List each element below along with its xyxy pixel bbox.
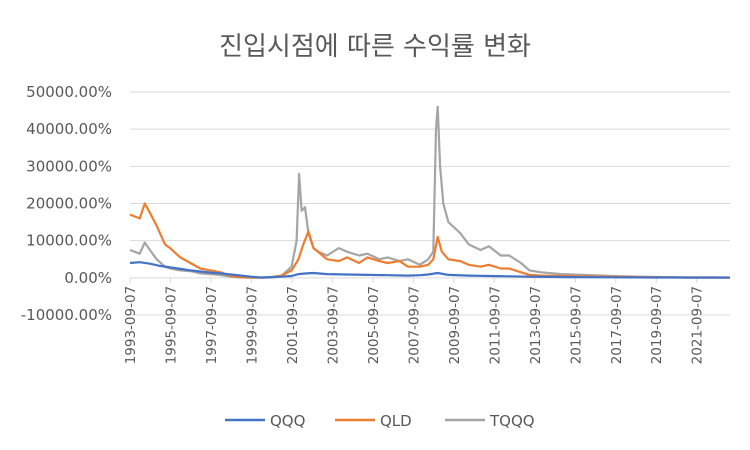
legend: QQQ QLD TQQQ bbox=[225, 412, 535, 430]
x-tick-label: 2013-09-07 bbox=[528, 286, 544, 364]
y-tick-label: 10000.00% bbox=[26, 232, 112, 250]
y-tick-label: -10000.00% bbox=[21, 306, 112, 324]
series-line-tqqq bbox=[129, 105, 730, 279]
x-tick-label: 2011-09-07 bbox=[487, 286, 503, 364]
y-tick-label: 30000.00% bbox=[26, 157, 112, 175]
x-tick-label: 2021-09-07 bbox=[690, 286, 706, 364]
legend-label-tqqq: TQQQ bbox=[489, 412, 535, 430]
x-axis-ticks: 1993-09-07 1995-09-07 1997-09-07 1999-09-07… bbox=[123, 277, 706, 364]
series-lines bbox=[129, 105, 731, 279]
x-tick-label: 1997-09-07 bbox=[204, 286, 220, 364]
series-line-qqq bbox=[129, 261, 731, 279]
x-tick-label: 1993-09-07 bbox=[123, 286, 139, 364]
x-tick-label: 2001-09-07 bbox=[285, 286, 301, 364]
x-tick-label: 2003-09-07 bbox=[325, 286, 341, 364]
y-tick-label: 40000.00% bbox=[26, 120, 112, 138]
x-tick-label: 2017-09-07 bbox=[609, 286, 625, 364]
grid-lines bbox=[130, 91, 730, 316]
x-tick-label: 2007-09-07 bbox=[406, 286, 422, 364]
series-line-qld bbox=[129, 202, 731, 279]
x-tick-label: 2019-09-07 bbox=[649, 286, 665, 364]
x-tick-label: 2015-09-07 bbox=[568, 286, 584, 364]
legend-label-qqq: QQQ bbox=[270, 412, 305, 430]
y-tick-label: 0.00% bbox=[64, 269, 112, 287]
x-tick-label: 1999-09-07 bbox=[244, 286, 260, 364]
y-tick-label: 50000.00% bbox=[26, 83, 112, 101]
chart-title: 진입시점에 따른 수익률 변화 bbox=[219, 32, 531, 62]
x-tick-label: 2009-09-07 bbox=[447, 286, 463, 364]
y-tick-label: 20000.00% bbox=[26, 195, 112, 213]
x-tick-label: 2005-09-07 bbox=[366, 286, 382, 364]
y-axis-ticks: -10000.00% 0.00% 10000.00% 20000.00% 30000.0… bbox=[21, 83, 112, 324]
x-tick-label: 1995-09-07 bbox=[163, 286, 179, 364]
legend-label-qld: QLD bbox=[380, 412, 412, 430]
